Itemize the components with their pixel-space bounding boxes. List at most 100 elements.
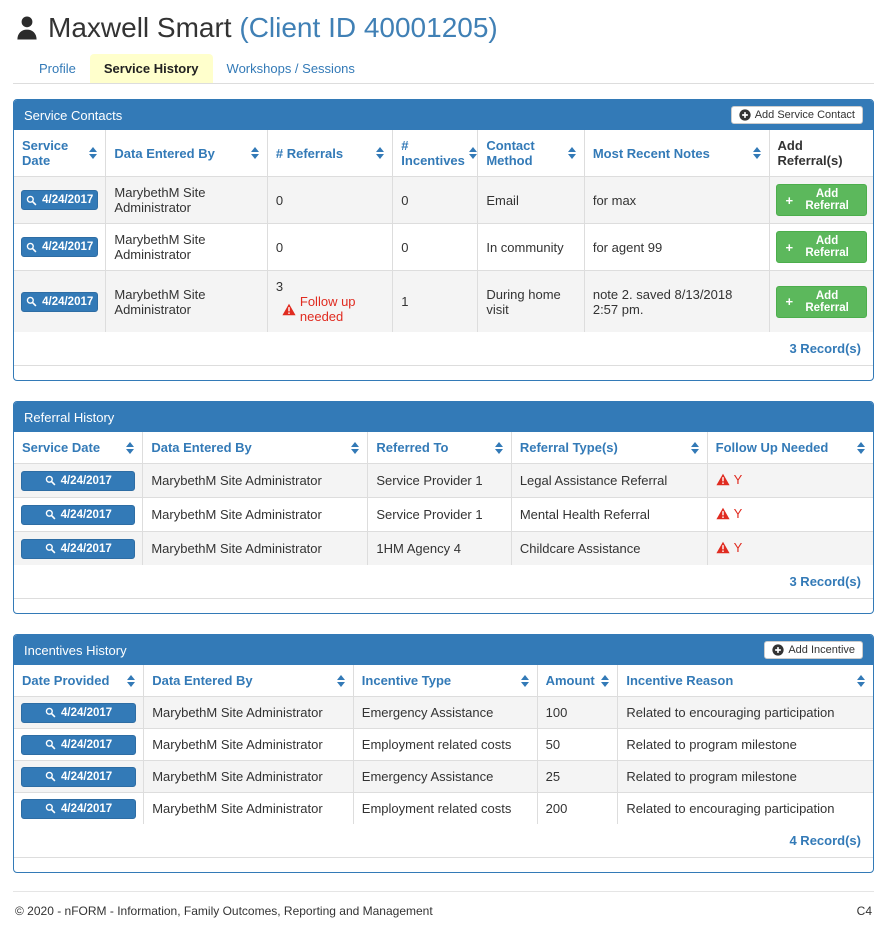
panel-title: Incentives History [24, 642, 127, 658]
col-header-data-entered-by[interactable]: Data Entered By [105, 130, 268, 177]
circle-plus-icon [739, 109, 751, 121]
panel-service-contacts: Service Contacts Add Service Contact Ser… [13, 99, 874, 381]
referred-to-cell: 1HM Agency 4 [367, 531, 512, 565]
incentives-cell: 1 [392, 270, 478, 332]
table-row: 4/24/2017 MarybethM Site Administrator E… [14, 696, 873, 729]
entered-by-cell: MarybethM Site Administrator [143, 792, 354, 824]
entered-by-cell: MarybethM Site Administrator [105, 176, 268, 224]
col-header-service-date[interactable]: Service Date [14, 130, 106, 177]
referrals-cell: 3 Follow up needed [266, 270, 393, 332]
col-header-incentive-reason[interactable]: Incentive Reason [617, 665, 873, 697]
search-icon [26, 195, 37, 206]
amount-cell: 200 [536, 792, 618, 824]
contact-method-cell: During home visit [477, 270, 585, 332]
view-date-button[interactable]: 4/24/2017 [21, 237, 99, 257]
view-date-button[interactable]: 4/24/2017 [21, 538, 136, 559]
incentive-reason-cell: Related to program milestone [617, 760, 873, 793]
panel-title: Referral History [24, 409, 115, 425]
view-date-button[interactable]: 4/24/2017 [21, 798, 137, 819]
view-date-button[interactable]: 4/24/2017 [21, 702, 137, 723]
search-icon [45, 475, 56, 486]
tab-service-history[interactable]: Service History [89, 54, 213, 83]
sort-icon [376, 147, 385, 159]
sort-icon [468, 147, 477, 159]
follow-up-cell: Y [706, 531, 873, 565]
table-row: 4/24/2017 MarybethM Site Administrator E… [14, 728, 873, 761]
view-date-button[interactable]: 4/24/2017 [21, 291, 99, 312]
circle-plus-icon [772, 644, 784, 656]
sort-icon [857, 674, 865, 687]
view-date-button[interactable]: 4/24/2017 [21, 766, 137, 787]
notes-cell: for agent 99 [583, 223, 770, 271]
record-count: 3 Record(s) [14, 565, 873, 599]
table-row: 4/24/2017 MarybethM Site Administrator E… [14, 792, 873, 824]
sort-icon [752, 147, 761, 159]
warning-icon [716, 507, 730, 520]
col-header-service-date[interactable]: Service Date [14, 432, 143, 464]
view-date-button[interactable]: 4/24/2017 [21, 734, 137, 755]
notes-cell: note 2. saved 8/13/2018 2:57 pm. [583, 270, 770, 332]
search-icon [45, 803, 56, 814]
sort-icon [520, 674, 529, 687]
search-icon [45, 509, 56, 520]
plus-icon: + [785, 239, 794, 255]
col-header-referral-types[interactable]: Referral Type(s) [510, 432, 708, 464]
col-header-num-referrals[interactable]: # Referrals [266, 130, 393, 177]
footer-version: C4 [856, 904, 872, 918]
sort-icon [127, 674, 136, 687]
incentive-reason-cell: Related to encouraging participation [617, 792, 873, 824]
referral-type-cell: Mental Health Referral [510, 497, 708, 532]
table-row: 4/24/2017 MarybethM Site Administrator E… [14, 760, 873, 793]
incentive-reason-cell: Related to encouraging participation [617, 696, 873, 729]
referral-type-cell: Legal Assistance Referral [510, 463, 708, 498]
col-header-amount[interactable]: Amount [536, 665, 618, 697]
incentive-type-cell: Employment related costs [352, 792, 538, 824]
contact-method-cell: Email [477, 176, 585, 224]
col-header-follow-up-needed[interactable]: Follow Up Needed [706, 432, 873, 464]
add-service-contact-button[interactable]: Add Service Contact [730, 106, 863, 124]
follow-up-cell: Y [706, 497, 873, 532]
site-footer: © 2020 - nFORM - Information, Family Out… [13, 891, 874, 930]
col-header-data-entered-by[interactable]: Data Entered By [142, 432, 368, 464]
panel-title: Service Contacts [24, 107, 123, 123]
sort-icon [336, 674, 345, 687]
col-header-num-incentives[interactable]: # Incentives [392, 130, 478, 177]
referral-type-cell: Childcare Assistance [510, 531, 708, 565]
entered-by-cell: MarybethM Site Administrator [142, 531, 368, 565]
notes-cell: for max [583, 176, 770, 224]
page-title: Maxwell Smart (Client ID 40001205) [48, 12, 498, 44]
sort-icon [351, 441, 360, 454]
table-row: 4/24/2017 MarybethM Site Administrator S… [14, 497, 873, 532]
plus-icon: + [785, 192, 794, 208]
col-header-data-entered-by[interactable]: Data Entered By [143, 665, 354, 697]
search-icon [45, 543, 56, 554]
view-date-button[interactable]: 4/24/2017 [21, 190, 99, 210]
incentive-type-cell: Emergency Assistance [352, 760, 538, 793]
page: Maxwell Smart (Client ID 40001205) Profi… [0, 12, 887, 930]
add-referral-button[interactable]: + Add Referral [775, 285, 867, 318]
search-icon [45, 739, 56, 750]
sort-icon [857, 441, 865, 454]
record-count: 3 Record(s) [14, 332, 873, 366]
col-header-incentive-type[interactable]: Incentive Type [352, 665, 538, 697]
amount-cell: 100 [536, 696, 618, 729]
col-header-contact-method[interactable]: Contact Method [477, 130, 585, 177]
add-referral-button[interactable]: + Add Referral [775, 184, 867, 216]
footer-copyright: © 2020 - nFORM - Information, Family Out… [15, 904, 433, 918]
tab-workshops-sessions[interactable]: Workshops / Sessions [226, 61, 355, 76]
col-header-date-provided[interactable]: Date Provided [14, 665, 144, 697]
table-row: 4/24/2017 MarybethM Site Administrator 0… [14, 223, 873, 271]
tab-profile[interactable]: Profile [39, 61, 76, 76]
col-header-most-recent-notes[interactable]: Most Recent Notes [583, 130, 770, 177]
add-incentive-button[interactable]: Add Incentive [764, 641, 863, 659]
amount-cell: 25 [536, 760, 618, 793]
col-header-referred-to[interactable]: Referred To [367, 432, 512, 464]
referred-to-cell: Service Provider 1 [367, 497, 512, 532]
incentives-history-table: Date Provided Data Entered By Incentive … [14, 665, 873, 824]
view-date-button[interactable]: 4/24/2017 [21, 504, 136, 525]
incentive-type-cell: Employment related costs [352, 728, 538, 761]
incentives-cell: 0 [392, 223, 478, 271]
sort-icon [89, 147, 98, 159]
add-referral-button[interactable]: + Add Referral [775, 231, 867, 263]
view-date-button[interactable]: 4/24/2017 [21, 470, 136, 491]
